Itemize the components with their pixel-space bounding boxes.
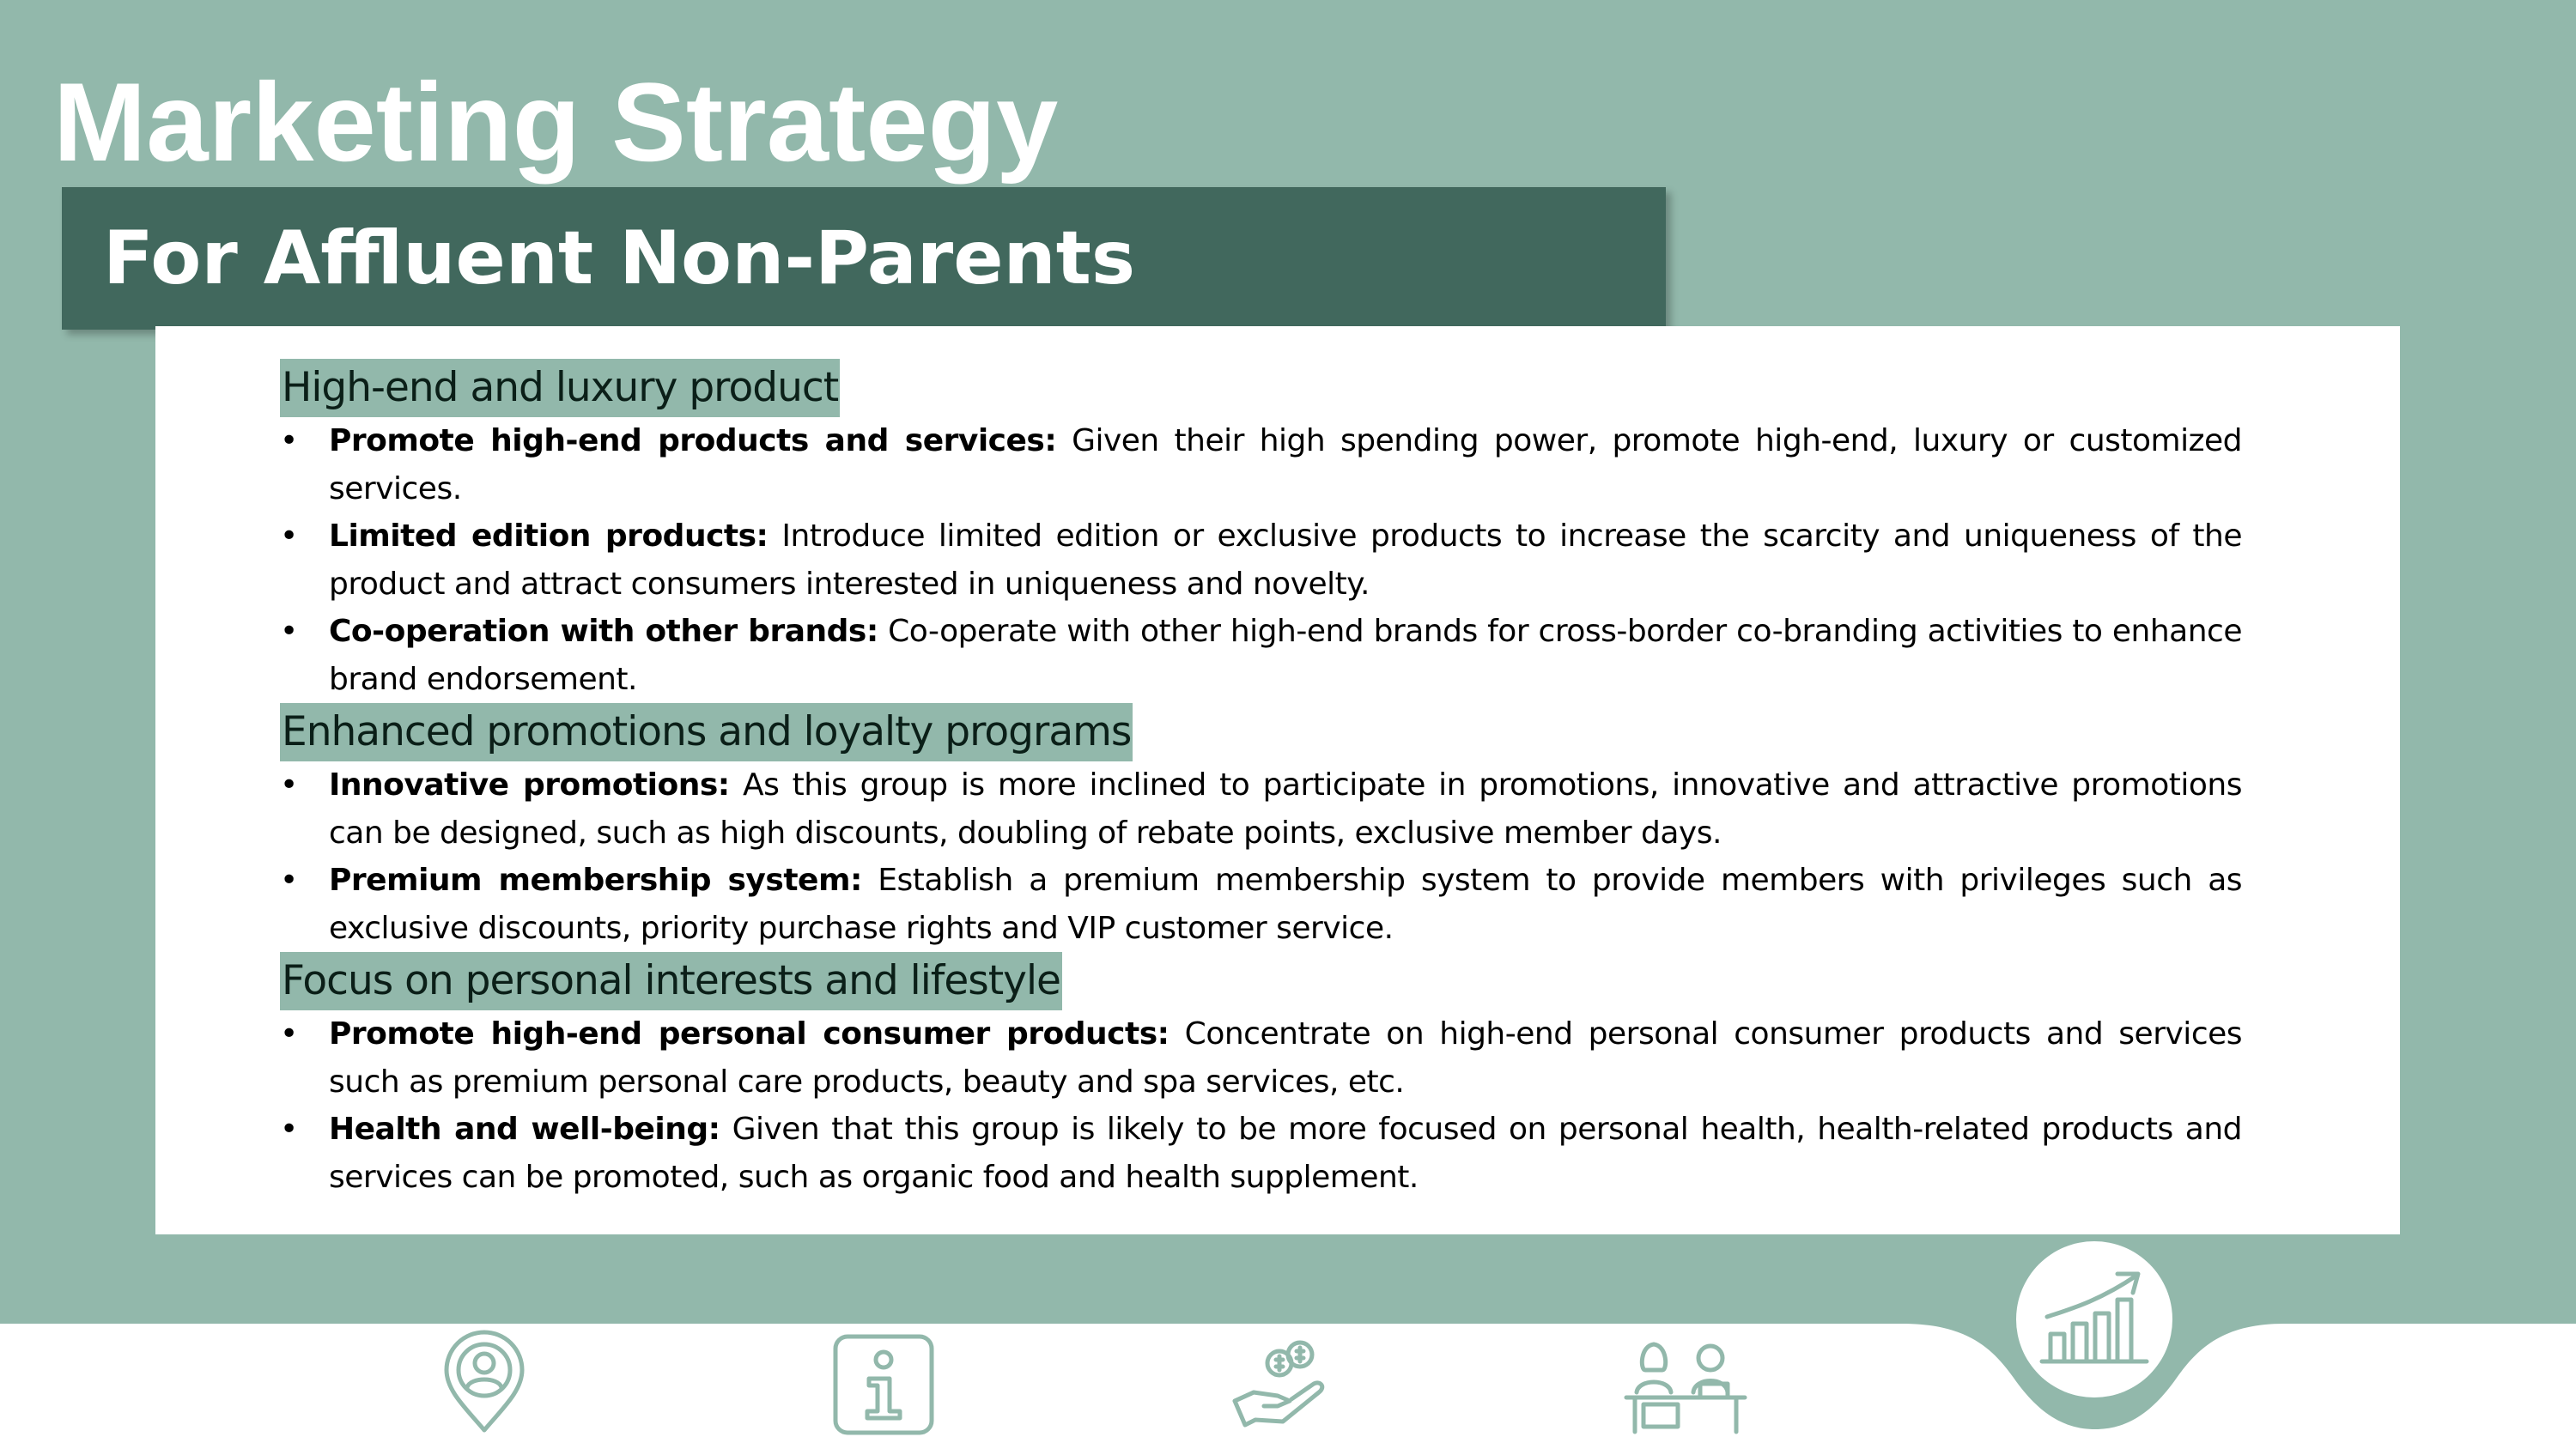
content-panel: High-end and luxury product • Promote hig… xyxy=(155,326,2400,1234)
bullet-text: Concentrate on high-end personal consume… xyxy=(329,1016,2243,1100)
bullet-item: • Co-operation with other brands: Co-oper… xyxy=(280,608,2242,703)
bullet-item: • Promote high-end products and services:… xyxy=(280,417,2243,512)
slide-title: Marketing Strategy xyxy=(53,59,1059,185)
bullet-lead: Promote high-end personal consumer produ… xyxy=(329,1016,1170,1052)
section-heading: Focus on personal interests and lifestyl… xyxy=(280,952,1062,1010)
bullet-list: • Promote high-end personal consumer prod… xyxy=(280,1010,2243,1201)
bullet-dot: • xyxy=(280,423,298,458)
footer-band xyxy=(0,1324,2576,1449)
money-hand-icon[interactable] xyxy=(1230,1339,1336,1435)
growth-chart-icon[interactable] xyxy=(2016,1241,2172,1397)
bullet-text: As this group is more inclined to partic… xyxy=(329,767,2243,851)
bullet-item: • Limited edition products: Introduce lim… xyxy=(280,512,2243,608)
location-person-icon[interactable] xyxy=(440,1329,529,1435)
section-promotions-loyalty: Enhanced promotions and loyalty programs… xyxy=(280,703,2243,952)
bullet-dot: • xyxy=(280,518,298,554)
bullet-lead: Premium membership system: xyxy=(329,863,862,898)
bullet-dot: • xyxy=(280,863,298,898)
bullet-dot: • xyxy=(280,614,298,649)
section-personal-lifestyle: Focus on personal interests and lifestyl… xyxy=(280,952,2243,1201)
bullet-item: • Premium membership system: Establish a … xyxy=(280,857,2243,952)
bullet-dot: • xyxy=(280,1112,298,1147)
slide-subtitle: For Affluent Non-Parents xyxy=(103,215,1136,301)
bullet-text: Introduce limited edition or exclusive p… xyxy=(329,518,2243,602)
bullet-item: • Health and well-being: Given that this … xyxy=(280,1106,2243,1201)
section-heading: Enhanced promotions and loyalty programs xyxy=(280,703,1133,761)
section-heading: High-end and luxury product xyxy=(280,359,841,417)
people-at-desks-icon[interactable] xyxy=(1621,1336,1750,1437)
bullet-text: Given their high spending power, promote… xyxy=(329,423,2243,506)
bullet-text: Co-operate with other high-end brands fo… xyxy=(329,614,2242,697)
info-icon[interactable] xyxy=(831,1332,936,1437)
bullet-lead: Innovative promotions: xyxy=(329,767,730,803)
bullet-lead: Limited edition products: xyxy=(329,518,769,554)
bullet-list: • Promote high-end products and services:… xyxy=(280,417,2243,703)
section-luxury-product: High-end and luxury product • Promote hig… xyxy=(280,359,2243,703)
bullet-text: Given that this group is likely to be mo… xyxy=(329,1112,2243,1195)
bullet-lead: Health and well-being: xyxy=(329,1112,720,1147)
content-body: High-end and luxury product • Promote hig… xyxy=(280,359,2243,1201)
bullet-text: Establish a premium membership system to… xyxy=(329,863,2243,946)
subtitle-banner: For Affluent Non-Parents xyxy=(62,187,1666,330)
bullet-lead: Co-operation with other brands: xyxy=(329,614,878,649)
bullet-item: • Innovative promotions: As this group is… xyxy=(280,761,2243,857)
bullet-lead: Promote high-end products and services: xyxy=(329,423,1057,458)
bullet-dot: • xyxy=(280,1016,298,1052)
bullet-list: • Innovative promotions: As this group is… xyxy=(280,761,2243,952)
bullet-item: • Promote high-end personal consumer prod… xyxy=(280,1010,2243,1106)
bullet-dot: • xyxy=(280,767,298,803)
